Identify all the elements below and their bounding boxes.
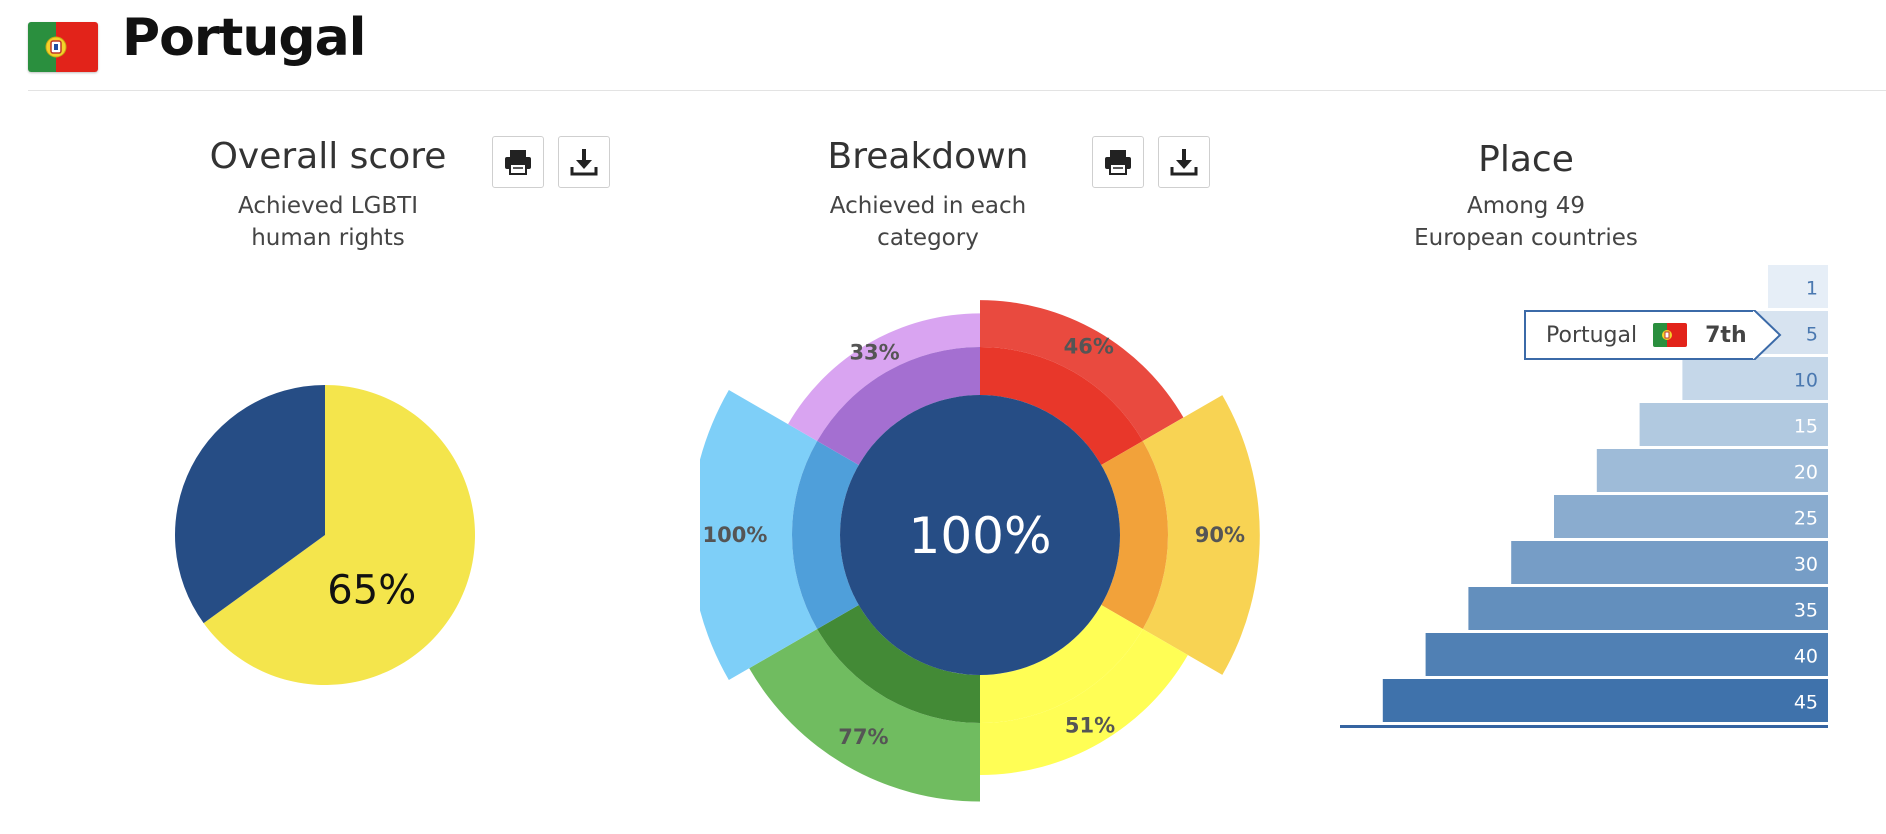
- sunburst-outer-segment-1[interactable]: [1142, 395, 1260, 675]
- sunburst-inner-segment-2[interactable]: [980, 605, 1143, 723]
- rank-bar-15: [1639, 403, 1828, 446]
- rank-marker: Portugal 7th: [1524, 310, 1754, 360]
- rank-bar-35: [1468, 587, 1828, 630]
- breakdown-download-button[interactable]: [1158, 136, 1210, 188]
- overall-score-pie-chart: 65%: [174, 385, 475, 685]
- rank-tick-label-5: 5: [1806, 324, 1818, 346]
- breakdown-title: Breakdown: [827, 136, 1029, 177]
- pie-slice-not-achieved[interactable]: [174, 385, 325, 624]
- print-icon: [1105, 150, 1131, 175]
- rank-bar-30: [1511, 541, 1828, 584]
- overall-score-subtitle-2: human rights: [251, 225, 405, 251]
- pie-data-label: 65%: [327, 568, 416, 614]
- rank-bar-40: [1425, 633, 1828, 676]
- pie-slice-achieved[interactable]: [203, 385, 475, 685]
- rank-tick-label-1: 1: [1806, 278, 1818, 300]
- sunburst-outer-segment-4[interactable]: [700, 390, 818, 680]
- sunburst-outer-segment-0[interactable]: [980, 300, 1184, 441]
- rank-tick-label-20: 20: [1794, 462, 1818, 484]
- country-title: Portugal: [122, 8, 366, 68]
- rank-bar-25: [1554, 495, 1828, 538]
- sunburst-data-label-4: 100%: [703, 523, 768, 547]
- place-pyramid-chart: 15101520253035404549: [1340, 265, 1828, 728]
- sunburst-inner-segment-0[interactable]: [980, 347, 1143, 465]
- sunburst-inner-segment-5[interactable]: [817, 347, 980, 465]
- overall-score-subtitle-1: Achieved LGBTI: [237, 193, 418, 219]
- rank-tick-label-45: 45: [1794, 692, 1818, 714]
- overall-print-button[interactable]: [492, 136, 544, 188]
- download-icon: [570, 149, 598, 176]
- place-title: Place: [1478, 139, 1574, 180]
- rank-bar-49: [1340, 725, 1828, 728]
- sunburst-center[interactable]: [840, 395, 1120, 675]
- sunburst-data-label-5: 33%: [849, 340, 899, 364]
- rank-marker-country: Portugal: [1546, 322, 1638, 348]
- rank-tick-label-25: 25: [1794, 508, 1818, 530]
- place-subtitle-1: Among 49: [1467, 193, 1585, 219]
- download-icon: [1170, 149, 1198, 176]
- sunburst-data-label-1: 90%: [1195, 523, 1245, 547]
- rank-marker-position: 7th: [1705, 322, 1747, 348]
- breakdown-subtitle-2: category: [877, 225, 979, 251]
- overall-score-title: Overall score: [209, 136, 447, 177]
- sunburst-outer-segment-3[interactable]: [749, 629, 980, 802]
- overall-download-button[interactable]: [558, 136, 610, 188]
- rank-tick-label-40: 40: [1794, 646, 1818, 668]
- sunburst-data-label-3: 77%: [838, 725, 888, 749]
- sunburst-outer-segment-2[interactable]: [980, 629, 1188, 776]
- portugal-flag-icon: [28, 22, 98, 72]
- rank-bar-10: [1682, 357, 1828, 400]
- sunburst-data-label-0: 46%: [1064, 335, 1114, 359]
- portugal-flag-icon: [1653, 323, 1688, 347]
- rank-tick-label-35: 35: [1794, 600, 1818, 622]
- place-subtitle-2: European countries: [1414, 225, 1638, 251]
- rank-bar-1: [1768, 265, 1828, 308]
- sunburst-center-label: 100%: [909, 507, 1052, 565]
- rank-tick-label-10: 10: [1794, 370, 1818, 392]
- rank-bar-20: [1596, 449, 1828, 492]
- sunburst-inner-segment-1[interactable]: [1101, 441, 1168, 629]
- print-icon: [505, 150, 531, 175]
- rank-tick-label-15: 15: [1794, 416, 1818, 438]
- sunburst-inner-segment-4[interactable]: [792, 441, 859, 629]
- sunburst-data-label-2: 51%: [1065, 714, 1115, 738]
- sunburst-outer-segment-5[interactable]: [788, 313, 980, 441]
- breakdown-subtitle-1: Achieved in each: [829, 193, 1027, 219]
- breakdown-sunburst-chart: 46% 90% 51% 77% 100% 33% 100%: [700, 300, 1260, 802]
- rank-bar-45: [1382, 679, 1828, 722]
- rank-tick-label-30: 30: [1794, 554, 1818, 576]
- sunburst-inner-segment-3[interactable]: [817, 605, 980, 723]
- breakdown-print-button[interactable]: [1092, 136, 1144, 188]
- rank-marker-arrow: [1752, 310, 1782, 360]
- page-header: Portugal: [28, 0, 1886, 91]
